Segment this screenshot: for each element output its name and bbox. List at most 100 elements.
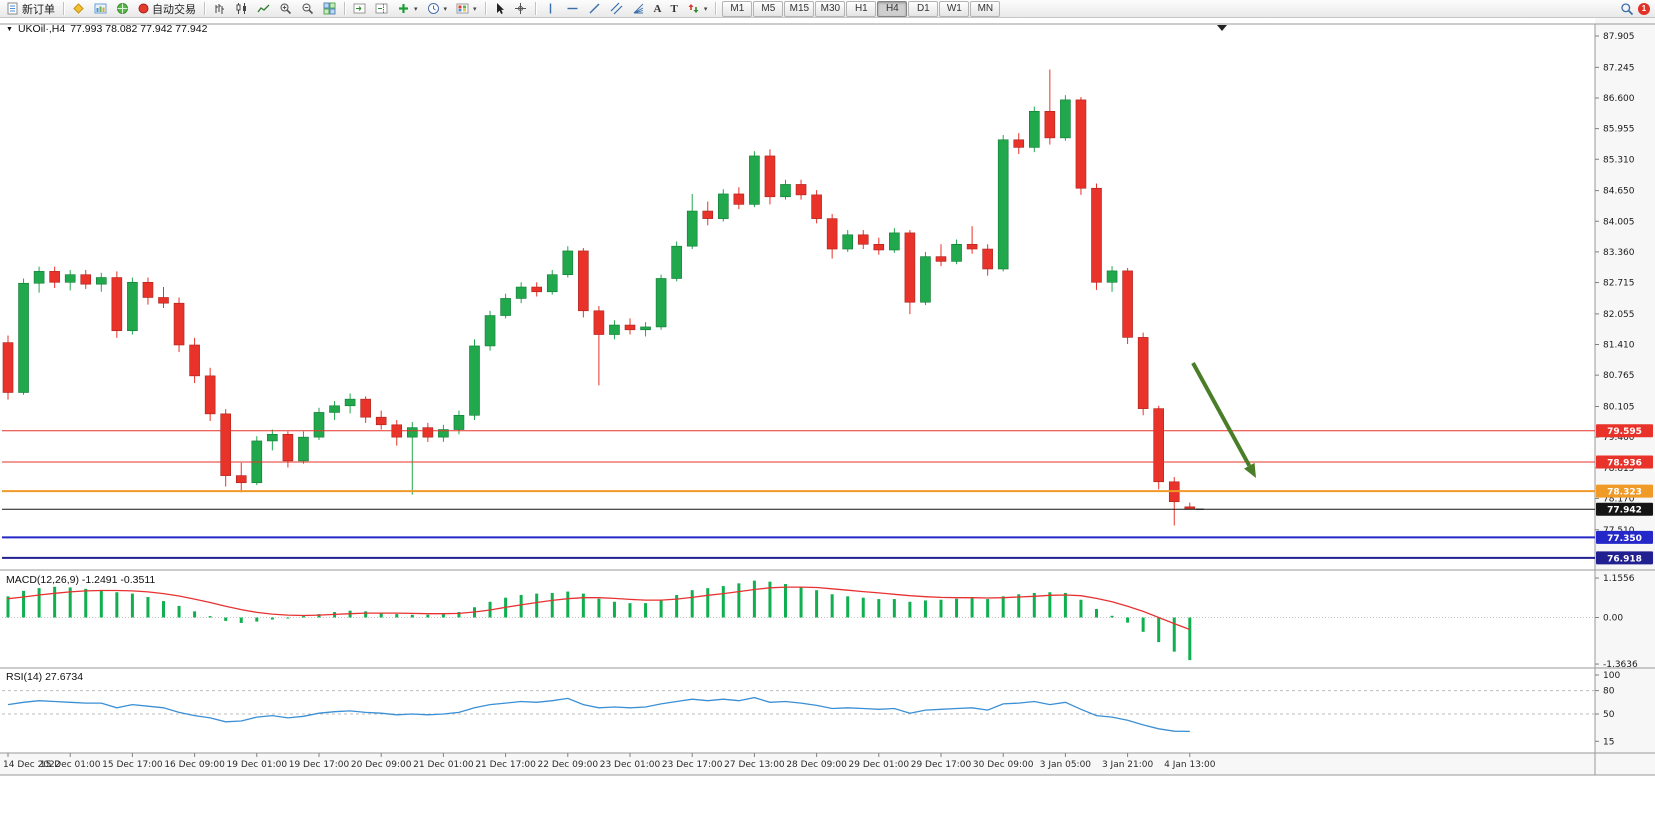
candlestick-chart-button[interactable]	[231, 0, 252, 18]
price-axis-label: 85.955	[1603, 125, 1635, 135]
macd-bar	[597, 598, 601, 618]
macd-indicator-label: MACD(12,26,9) -1.2491 -0.3511	[6, 574, 156, 586]
channel-tool-button[interactable]	[606, 0, 627, 18]
timeframe-d1-button[interactable]: D1	[908, 0, 939, 17]
candle-body	[1013, 139, 1025, 148]
candle-body	[204, 375, 216, 415]
dropdown-caret-icon: ▾	[414, 5, 418, 13]
horizontal-line-tool-button[interactable]	[562, 0, 583, 18]
macd-signal-line	[7, 586, 1191, 631]
new-order-button[interactable]: 新订单	[3, 0, 59, 18]
macd-bar	[861, 597, 865, 618]
indicators-button[interactable]: ▾	[393, 0, 422, 18]
macd-axis-label: 0.00	[1603, 614, 1623, 624]
candle-body	[1122, 270, 1133, 338]
macd-bar	[1157, 617, 1161, 643]
trendline-tool-button[interactable]	[584, 0, 605, 18]
autotrading-button[interactable]: 自动交易	[134, 0, 200, 18]
macd-bar	[846, 596, 850, 618]
timeframe-mn-button[interactable]: MN	[970, 0, 1001, 17]
tile-windows-button[interactable]	[319, 0, 340, 18]
line-chart-button[interactable]	[253, 0, 274, 18]
price-badge	[1596, 551, 1653, 565]
price-badge	[1596, 484, 1653, 498]
candle-body	[1060, 99, 1071, 139]
toolbar-separator	[204, 2, 205, 15]
annotation-arrow-head[interactable]	[1244, 462, 1256, 478]
macd-bar	[364, 611, 368, 618]
macd-bar	[1017, 594, 1021, 618]
price-axis-label: 81.410	[1603, 341, 1635, 351]
candle-body	[64, 274, 76, 283]
candle-body	[173, 302, 185, 346]
periods-button[interactable]: ▾	[423, 0, 452, 18]
zoom-out-button[interactable]	[297, 0, 318, 18]
chart-shift-button[interactable]	[371, 0, 392, 18]
macd-bar	[37, 588, 41, 618]
timeframe-w1-button[interactable]: W1	[939, 0, 970, 17]
macd-axis-label: 1.1556	[1603, 574, 1635, 584]
time-axis-label: 15 Dec 17:00	[102, 760, 163, 770]
candle-body	[826, 218, 838, 250]
timeframe-h1-button[interactable]: H1	[846, 0, 877, 17]
text-tool-button[interactable]: A	[650, 0, 666, 18]
crosshair-button[interactable]	[510, 0, 531, 18]
zoom-in-button[interactable]	[275, 0, 296, 18]
timeframe-m30-button[interactable]: M30	[815, 0, 846, 17]
macd-bar	[1126, 617, 1130, 623]
label-tool-button[interactable]: T	[667, 0, 682, 18]
trendline-icon	[588, 2, 601, 15]
candle-body	[920, 256, 931, 303]
candle-body	[795, 184, 807, 196]
macd-histogram	[6, 580, 1192, 661]
candle-body	[235, 475, 247, 484]
candle-body	[951, 243, 962, 262]
rsi-axis-label: 15	[1603, 737, 1614, 747]
annotation-arrow-shaft[interactable]	[1191, 362, 1252, 467]
timeframe-group: M1 M5 M15 M30 H1 H4 D1 W1 MN	[722, 0, 1001, 17]
toolbar-right-cluster: 1	[1620, 2, 1652, 16]
terminal-button[interactable]	[90, 0, 111, 18]
candle-body	[578, 250, 589, 312]
candle-body	[531, 286, 543, 293]
timeframe-h4-button[interactable]: H4	[877, 0, 908, 17]
navigator-button[interactable]	[112, 0, 133, 18]
candle-body	[609, 324, 620, 335]
candle-body	[624, 324, 636, 331]
macd-bar	[410, 614, 414, 618]
price-axis-label: 84.650	[1603, 187, 1635, 197]
price-badge-label: 77.350	[1607, 534, 1642, 544]
cursor-button[interactable]	[490, 0, 509, 18]
rsi-line	[7, 696, 1190, 733]
candle-body	[593, 310, 605, 335]
candle-body	[1075, 99, 1087, 189]
macd-bar	[706, 588, 710, 618]
fibonacci-tool-button[interactable]	[628, 0, 649, 18]
chart-canvas[interactable]: 87.905 87.245 86.600 85.955 85.310 84.650 84.0…	[0, 18, 1655, 821]
macd-bar	[970, 597, 974, 618]
chart-ohlc-values: 77.993 78.082 77.942 77.942	[70, 23, 208, 35]
candle-body	[733, 193, 745, 205]
macd-bar	[1172, 617, 1176, 652]
search-icon[interactable]	[1620, 2, 1634, 16]
timeframe-m5-button[interactable]: M5	[753, 0, 784, 17]
candle-body	[671, 245, 682, 279]
metaeditor-button[interactable]	[68, 0, 89, 18]
chart-symbol-period: UKOil·,H4	[17, 23, 66, 35]
timeframe-m15-button[interactable]: M15	[784, 0, 815, 17]
candle-body	[966, 243, 978, 250]
arrows-tool-button[interactable]: ▾	[683, 0, 712, 18]
template-button[interactable]: ▾	[452, 0, 481, 18]
candle-body	[655, 278, 667, 328]
candle-body	[749, 155, 760, 205]
bar-chart-icon	[213, 2, 226, 15]
auto-scroll-button[interactable]	[349, 0, 370, 18]
macd-bar	[784, 584, 787, 618]
bar-chart-button[interactable]	[209, 0, 230, 18]
macd-bar	[115, 592, 119, 618]
notification-badge[interactable]: 1	[1638, 2, 1650, 15]
vertical-line-tool-button[interactable]	[540, 0, 561, 18]
timeframe-m1-button[interactable]: M1	[722, 0, 753, 17]
chart-shift-icon	[375, 2, 388, 15]
price-axis-label: 83.360	[1603, 248, 1635, 258]
